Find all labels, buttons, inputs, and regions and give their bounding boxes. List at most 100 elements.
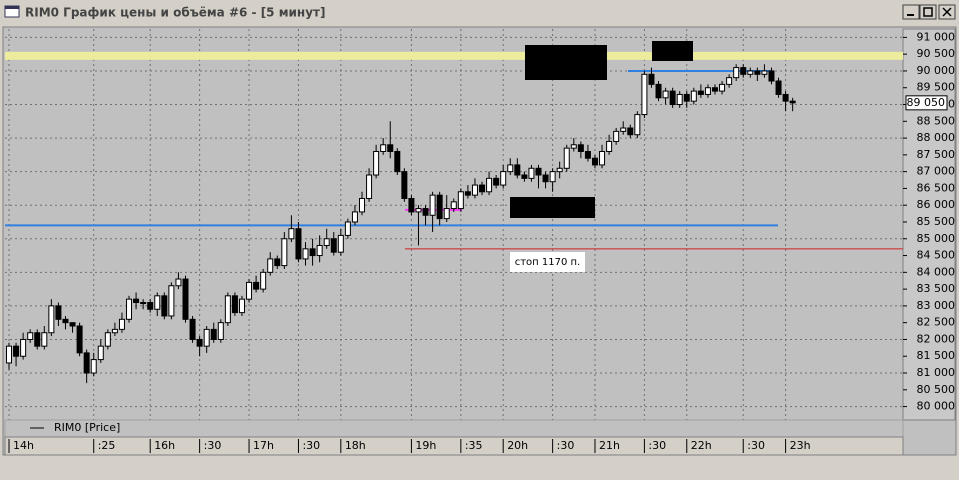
candle-body [584,151,591,159]
candle-body [479,184,486,193]
status-area [0,457,959,480]
candle-body [613,130,620,142]
candle-body [387,144,394,153]
candle-body [323,238,330,246]
candle-body [330,238,337,253]
candle-body [41,332,48,347]
candle-body [161,295,168,317]
last-price-label: 89 050 [907,96,946,109]
annotation-text: выход [656,46,689,57]
candle-body [789,100,796,104]
candle-body [34,332,41,347]
candle-body [697,90,704,95]
candle-body [6,345,12,364]
candle-body [302,248,309,260]
candle-body [62,318,69,324]
candle-body [669,90,676,106]
candle-body [295,228,302,260]
candle-body [55,305,62,320]
candle-body [154,295,161,310]
candle-body [542,174,549,183]
candle-body [521,174,528,179]
candle-body [373,151,380,176]
candle-body [337,234,344,253]
candle-body [500,171,507,186]
annotation-text: стоп 1170 п. [515,257,581,268]
annotation-text: + 4140 п. [541,64,591,75]
y-tick-label: 84 500 [917,249,956,262]
level-band [5,51,903,60]
annotation-box [652,41,693,61]
candle-body [486,177,493,193]
candle-body [549,171,556,183]
candle-body [740,67,747,75]
x-tick-label: :30 [747,439,765,452]
x-tick-label: :30 [204,439,222,452]
y-tick-label: 80 500 [917,383,956,396]
candle-body [620,127,627,132]
x-tick-label: :30 [557,439,575,452]
x-tick-label: 14h [13,439,34,452]
candle-body [147,302,154,310]
x-tick-label: 22h [691,439,712,452]
candle-body [676,93,683,106]
candle-body [471,184,478,196]
candle-body [111,328,118,334]
last-price-box [905,95,948,111]
candle-body [90,359,97,374]
candle-body [126,298,133,320]
window-icon-bar [5,6,19,9]
y-tick-label: 86 500 [917,181,956,194]
y-tick-label: 81 500 [917,349,956,362]
candle-body [140,302,147,305]
candle-body [13,345,20,357]
candle-body [514,164,521,176]
candle-body [528,167,535,179]
y-tick-label: 84 000 [917,265,956,278]
candle-body [493,177,500,186]
candle-body [20,338,27,357]
candle-body [253,281,260,290]
legend-strip [4,419,904,438]
y-tick-label: 88 000 [917,131,956,144]
maximize-icon [923,7,933,17]
candle-body [344,221,351,236]
candle-body [464,191,471,196]
candle-body [429,194,436,216]
candle-body [415,208,422,213]
candle-body [690,90,697,102]
y-tick-label: 89 500 [917,81,956,94]
x-tick-label: :35 [465,439,483,452]
candle-body [281,238,288,267]
candle-body [366,174,373,199]
minimize-button[interactable] [902,4,920,20]
candle-body [380,144,387,153]
candle-body [189,318,196,340]
candle-body [175,278,182,287]
candle-body [48,305,55,334]
x-tick-label: :30 [302,439,320,452]
maximize-button[interactable] [919,4,937,20]
candle-body [274,258,281,267]
candle-body [260,271,267,290]
chart-layer: 80 000 80 500 81 000 81 500 82 000 82 500 83 0… [5,29,955,453]
candle-body [535,167,542,176]
candle-body [309,248,316,257]
y-tick-label: 85 500 [917,215,956,228]
candle-body [408,197,415,213]
y-tick-label: 83 000 [917,299,956,312]
candle-body [118,318,125,330]
candle-body [359,197,365,213]
candle-body [599,151,606,166]
title-bar [0,0,959,22]
y-tick-label: 90 000 [917,64,956,77]
candle-body [641,73,648,116]
annotation-box [510,252,585,272]
candle-body [436,194,443,220]
time-axis [4,436,904,456]
annotation-text: цель 90 000 п. [528,51,604,62]
candle-body [401,171,408,199]
candle-body [457,191,464,210]
candle-body [775,80,782,95]
